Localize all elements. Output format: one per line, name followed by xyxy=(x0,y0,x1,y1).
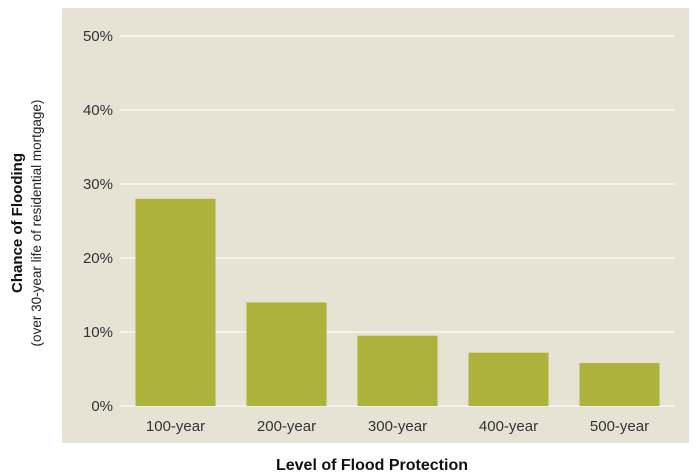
x-axis-title: Level of Flood Protection xyxy=(276,457,468,474)
y-tick-label: 50% xyxy=(83,28,113,45)
x-tick-label: 100-year xyxy=(146,418,205,435)
x-tick-label: 400-year xyxy=(479,418,538,435)
bar-200-year xyxy=(246,302,327,406)
x-tick-label: 300-year xyxy=(368,418,427,435)
bar-500-year xyxy=(579,363,660,406)
bar-400-year xyxy=(468,352,549,406)
y-axis-subtitle: (over 30-year life of residential mortga… xyxy=(29,100,44,347)
bar-300-year xyxy=(357,335,438,406)
y-tick-label: 40% xyxy=(83,102,113,119)
y-tick-label: 30% xyxy=(83,176,113,193)
x-tick-label: 200-year xyxy=(257,418,316,435)
bar-100-year xyxy=(135,198,216,406)
bars xyxy=(135,198,660,406)
y-tick-label: 10% xyxy=(83,324,113,341)
y-tick-label: 20% xyxy=(83,250,113,267)
y-tick-label: 0% xyxy=(91,398,113,415)
x-axis-ticks: 100-year 200-year 300-year 400-year 500-year xyxy=(146,418,649,435)
y-axis-title: Chance of Flooding xyxy=(9,153,26,293)
y-axis-ticks: 0% 10% 20% 30% 40% 50% xyxy=(83,28,113,415)
x-tick-label: 500-year xyxy=(590,418,649,435)
